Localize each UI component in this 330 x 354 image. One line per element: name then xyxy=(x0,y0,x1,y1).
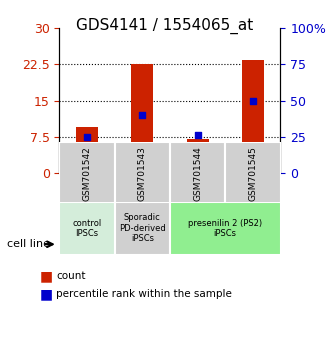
FancyBboxPatch shape xyxy=(115,142,170,205)
Text: GDS4141 / 1554065_at: GDS4141 / 1554065_at xyxy=(76,18,254,34)
Text: GSM701543: GSM701543 xyxy=(138,146,147,201)
Text: ■: ■ xyxy=(40,269,53,283)
FancyBboxPatch shape xyxy=(225,142,280,205)
Bar xyxy=(186,139,209,173)
Text: cell line: cell line xyxy=(7,239,50,249)
FancyBboxPatch shape xyxy=(59,142,115,205)
Point xyxy=(250,98,255,103)
FancyBboxPatch shape xyxy=(115,202,170,255)
Text: GSM701544: GSM701544 xyxy=(193,146,202,201)
Text: GSM701542: GSM701542 xyxy=(82,146,91,201)
Text: count: count xyxy=(56,271,85,281)
FancyBboxPatch shape xyxy=(170,202,280,255)
Point xyxy=(140,112,145,118)
FancyBboxPatch shape xyxy=(59,202,115,255)
Point xyxy=(84,134,90,139)
Text: ■: ■ xyxy=(40,287,53,301)
Text: control
IPSCs: control IPSCs xyxy=(72,219,102,238)
Text: Sporadic
PD-derived
iPSCs: Sporadic PD-derived iPSCs xyxy=(119,213,166,243)
Text: presenilin 2 (PS2)
iPSCs: presenilin 2 (PS2) iPSCs xyxy=(188,219,262,238)
Bar xyxy=(131,64,153,173)
FancyBboxPatch shape xyxy=(170,142,225,205)
Bar xyxy=(242,60,264,173)
Text: GSM701545: GSM701545 xyxy=(248,146,257,201)
Bar xyxy=(76,127,98,173)
Text: percentile rank within the sample: percentile rank within the sample xyxy=(56,289,232,299)
Point xyxy=(195,132,200,138)
